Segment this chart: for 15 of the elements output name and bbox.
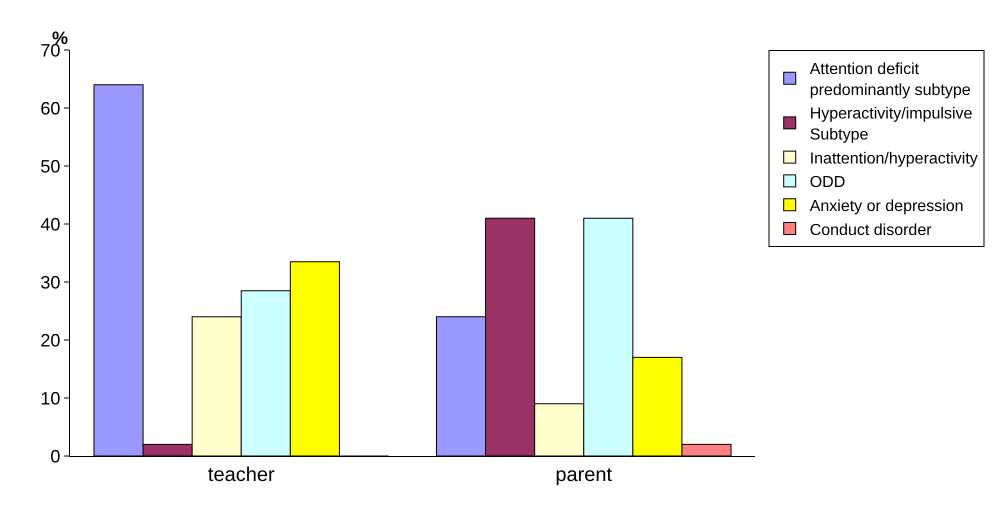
legend-label: Anxiety or depression [810, 198, 964, 215]
y-tick-label: 30 [40, 272, 60, 292]
legend-label: Inattention/hyperactivity [810, 150, 978, 168]
legend-label: Conduct disorder [810, 222, 932, 239]
legend-label: ODD [810, 174, 846, 192]
y-tick-label: 40 [40, 214, 60, 234]
y-tick-label: 0 [50, 446, 60, 466]
y-tick-label: 50 [40, 156, 60, 176]
y-tick-label: 60 [40, 98, 60, 118]
legend-label: Attention deficit predominantly subtype [810, 61, 971, 99]
y-tick-label: 20 [40, 330, 60, 350]
legend-label: Hyperactivity/impulsive Subtype [810, 106, 973, 144]
y-tick-label: 10 [40, 388, 60, 408]
x-tick-label: teacher [208, 464, 275, 486]
x-tick-label: parent [555, 464, 613, 486]
